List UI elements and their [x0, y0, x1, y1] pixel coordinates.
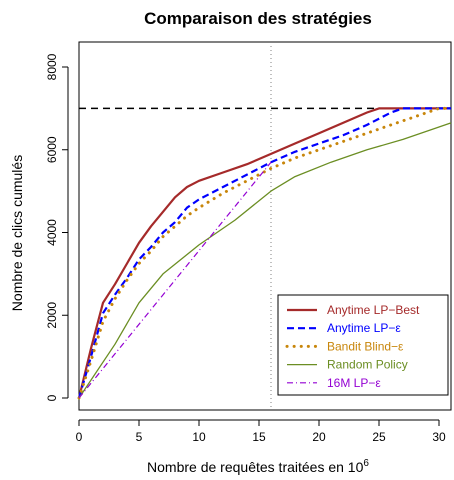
- plot-area: [78, 41, 452, 411]
- x-axis: 0 5 10 15 20 25 30: [76, 419, 446, 444]
- plot-frame: [78, 41, 452, 411]
- y-tick-label: 4000: [45, 219, 59, 246]
- y-tick-label: 2000: [45, 302, 59, 329]
- legend-label: 16M LP−ε: [327, 376, 381, 390]
- x-tick-label: 15: [252, 430, 266, 444]
- x-tick-label: 20: [312, 430, 326, 444]
- series-line-4: [78, 122, 452, 399]
- series-line-1: [77, 107, 451, 399]
- series-line-2: [77, 107, 451, 399]
- series-lines: [77, 106, 453, 400]
- x-axis-label: Nombre de requêtes traitées en 106: [147, 458, 369, 475]
- legend-label: Anytime LP−ε: [327, 321, 401, 335]
- series-line-5: [78, 161, 272, 399]
- x-tick-label: 25: [372, 430, 386, 444]
- y-axis: 0 2000 4000 6000 8000: [45, 53, 69, 401]
- x-tick-label: 10: [192, 430, 206, 444]
- legend-label: Random Policy: [327, 358, 408, 372]
- x-tick-label: 0: [76, 430, 83, 444]
- y-tick-label: 8000: [45, 53, 59, 80]
- legend: Anytime LP−Best Anytime LP−ε Bandit Blind−…: [277, 294, 449, 396]
- y-tick-label: 6000: [45, 136, 59, 163]
- reference-lines: [79, 42, 451, 410]
- x-axis-label-text: Nombre de requêtes traitées en 10: [147, 459, 364, 475]
- x-tick-label: 5: [136, 430, 143, 444]
- legend-label: Anytime LP−Best: [327, 303, 420, 317]
- chart-title: Comparaison des stratégies: [144, 9, 372, 28]
- legend-label: Bandit Blind−ε: [327, 339, 404, 353]
- legend-box: [277, 294, 449, 396]
- y-axis-label: Nombre de clics cumulés: [9, 155, 25, 311]
- y-tick-label: 0: [45, 394, 59, 401]
- x-tick-label: 30: [432, 430, 446, 444]
- x-axis-label-superscript: 6: [363, 458, 369, 469]
